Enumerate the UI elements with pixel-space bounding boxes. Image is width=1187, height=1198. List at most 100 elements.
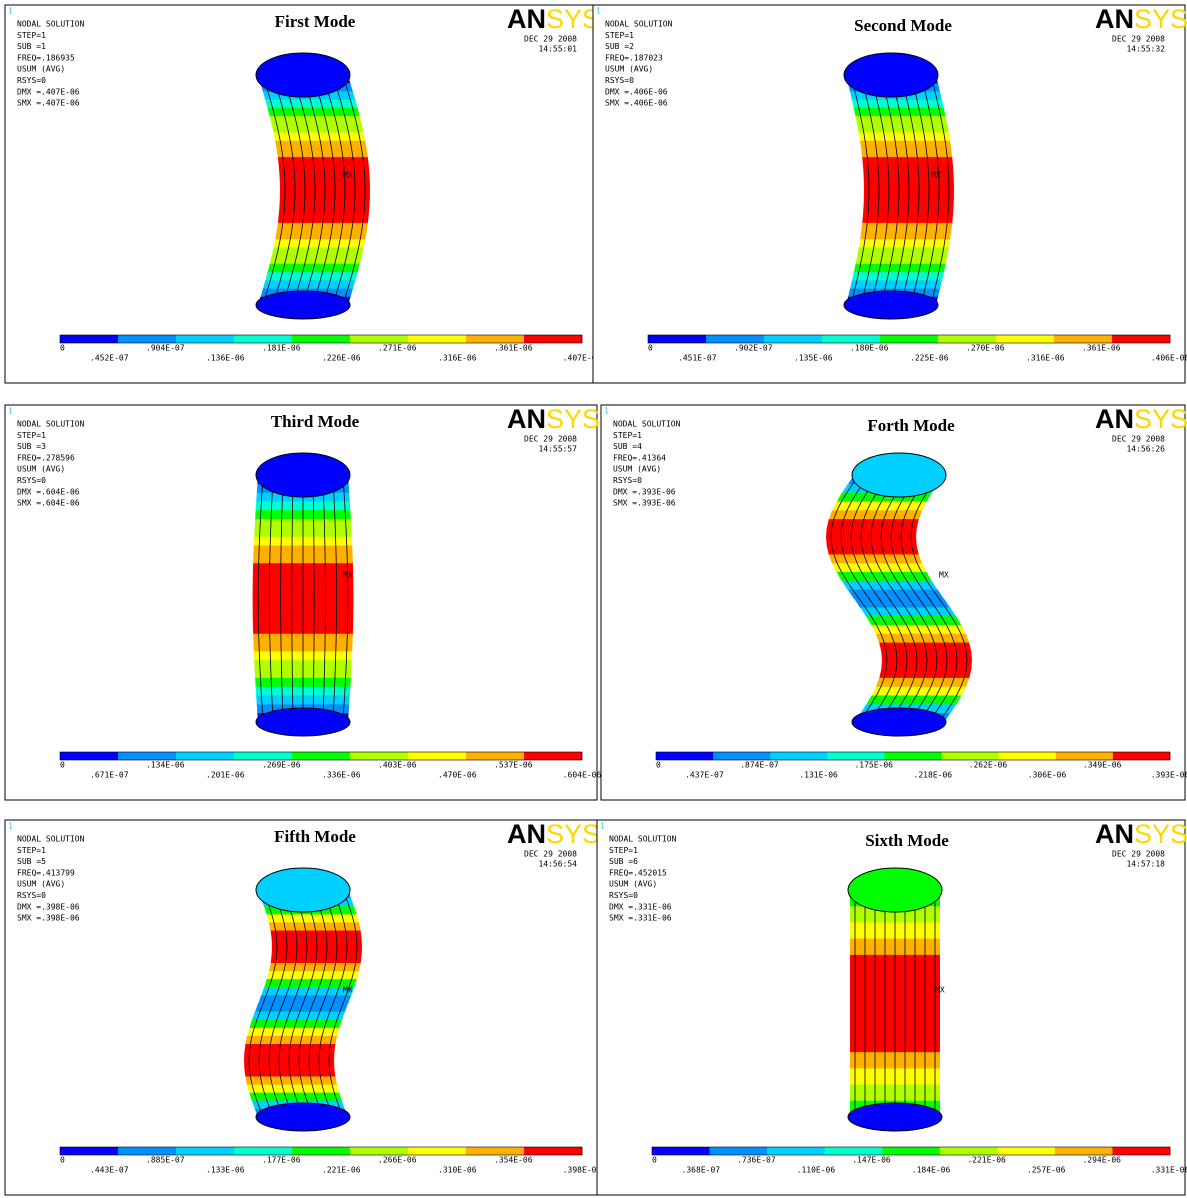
legend-bottom-label: .110E-06 [797,1166,836,1175]
window-number: 1 [8,822,13,831]
legend-bottom-label: .218E-06 [914,771,953,780]
top-cap [256,453,350,497]
info-line: RSYS=0 [605,76,634,85]
legend-swatch [652,1147,710,1155]
legend-top-label: 0 [60,761,65,770]
logo-bold: AN [507,404,546,434]
legend-bottom-label: .451E-07 [678,354,717,363]
logo-bold: AN [507,4,546,34]
legend-bottom-label: .604E-06 [563,771,602,780]
legend-swatch [176,1147,234,1155]
mode-panel: 1NODAL SOLUTIONSTEP=1SUB =4FREQ=.41364US… [601,404,1187,800]
legend-top-label: .221E-06 [967,1156,1006,1165]
legend-swatch [60,1147,118,1155]
legend-bottom-label: .336E-06 [322,771,361,780]
legend-swatch [1055,1147,1113,1155]
ansys-logo: ANSYS [507,404,600,434]
mode-title: Sixth Mode [865,831,949,850]
top-cap [852,453,946,497]
top-cap [256,868,350,912]
mode-panel: 1NODAL SOLUTIONSTEP=1SUB =5FREQ=.413799U… [5,819,601,1195]
legend-swatch [350,1147,408,1155]
legend-bottom-label: .443E-07 [90,1166,129,1175]
legend-top-label: .885E-07 [146,1156,185,1165]
legend-swatch [408,335,466,343]
logo-bold: AN [1095,404,1134,434]
legend-swatch [996,335,1054,343]
legend-swatch [1113,752,1170,760]
legend-swatch [940,1147,998,1155]
info-line: USUM (AVG) [613,465,661,474]
legend-top-label: 0 [656,761,661,770]
legend-bottom-label: .310E-06 [438,1166,477,1175]
info-line: NODAL SOLUTION [17,835,85,844]
info-line: DMX =.398E-06 [17,902,80,911]
legend-bottom-label: .133E-06 [206,1166,245,1175]
info-line: FREQ=.413799 [17,868,75,877]
legend-swatch [942,752,999,760]
logo-bold: AN [1095,819,1134,849]
window-number: 1 [8,407,13,416]
top-cap [256,53,350,97]
logo-light: SYS [1134,819,1187,849]
legend-top-label: .403E-06 [378,761,417,770]
legend-top-label: .904E-07 [146,344,185,353]
legend-top-label: 0 [60,344,65,353]
legend-swatch [1112,335,1170,343]
logo-bold: AN [1095,4,1134,34]
legend-swatch [524,1147,582,1155]
info-line: USUM (AVG) [605,65,653,74]
legend-top-label: .294E-06 [1082,1156,1121,1165]
legend-swatch [234,335,292,343]
legend-swatch [827,752,884,760]
legend-bottom-label: .306E-06 [1028,771,1067,780]
window-number: 1 [596,7,601,16]
legend-swatch [60,335,118,343]
time: 14:55:57 [538,445,577,454]
info-line: STEP=1 [609,846,638,855]
bottom-cap [256,708,350,736]
logo-light: SYS [1134,4,1187,34]
time: 14:56:26 [1126,445,1165,454]
info-line: DMX =.331E-06 [609,902,672,911]
info-line: USUM (AVG) [609,880,657,889]
mode-panel: 1NODAL SOLUTIONSTEP=1SUB =3FREQ=.278596U… [5,404,601,800]
ansys-logo: ANSYS [507,819,600,849]
ansys-logo: ANSYS [1095,819,1187,849]
legend-bottom-label: .136E-06 [206,354,245,363]
info-line: SUB =6 [609,857,638,866]
max-marker: MX [343,171,353,180]
legend-top-label: 0 [60,1156,65,1165]
legend-swatch [713,752,770,760]
legend-swatch [1056,752,1113,760]
max-marker: MX [931,171,941,180]
legend-top-label: .270E-06 [966,344,1005,353]
window-number: 1 [600,822,605,831]
info-line: SUB =1 [17,42,46,51]
info-line: SMX =.393E-06 [613,499,676,508]
window-number: 1 [8,7,13,16]
legend-top-label: .180E-06 [850,344,889,353]
date: DEC 29 2008 [1112,435,1165,444]
info-line: NODAL SOLUTION [17,420,85,429]
info-line: NODAL SOLUTION [613,420,681,429]
legend-swatch [234,1147,292,1155]
legend-bottom-label: .437E-07 [685,771,724,780]
legend-top-label: .537E-06 [494,761,533,770]
legend-bottom-label: .470E-06 [438,771,477,780]
ansys-logo: ANSYS [1095,4,1187,34]
mode-shape [253,453,354,736]
info-line: FREQ=.186935 [17,53,75,62]
info-line: STEP=1 [17,431,46,440]
time: 14:55:01 [538,45,577,54]
info-line: SMX =.398E-06 [17,914,80,923]
ansys-logo: ANSYS [507,4,600,34]
date: DEC 29 2008 [1112,35,1165,44]
logo-light: SYS [1134,404,1187,434]
info-line: SUB =2 [605,42,634,51]
legend-swatch [767,1147,825,1155]
info-line: SMX =.331E-06 [609,914,672,923]
info-line: STEP=1 [613,431,642,440]
legend-swatch [648,335,706,343]
legend-swatch [292,1147,350,1155]
